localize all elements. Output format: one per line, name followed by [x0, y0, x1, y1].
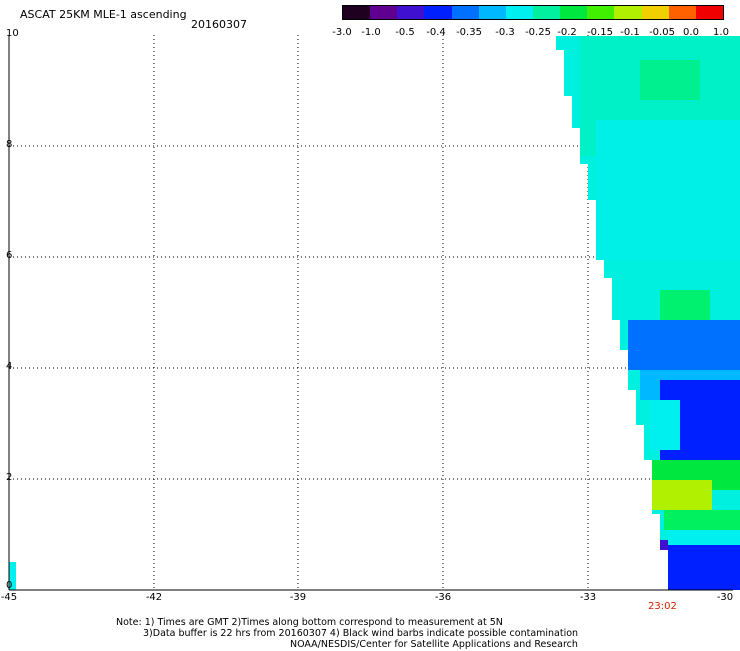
chart-title: ASCAT 25KM MLE-1 ascending — [20, 8, 187, 21]
swath-cell — [650, 400, 680, 450]
swath-cell — [628, 320, 740, 370]
swath-cell — [596, 120, 740, 260]
note-line: 3)Data buffer is 22 hrs from 20160307 4)… — [143, 628, 579, 639]
x-tick-label: -45 — [0, 592, 18, 603]
colorbar-segment — [505, 6, 534, 19]
swath-cell — [9, 562, 16, 590]
colorbar-segment — [668, 6, 697, 19]
colorbar-segment — [424, 6, 453, 19]
colorbar-tick-label: -0.05 — [649, 27, 675, 38]
colorbar-tick-label: 1.0 — [713, 27, 729, 38]
swath-cell — [664, 510, 740, 530]
x-tick-label: -36 — [434, 592, 452, 603]
colorbar-tick-label: -0.2 — [557, 27, 577, 38]
colorbar-tick-label: -0.35 — [456, 27, 482, 38]
colorbar-segment — [533, 6, 562, 19]
note-line: Note: 1) Times are GMT 2)Times along bot… — [116, 617, 503, 628]
colorbar-segment — [451, 6, 480, 19]
colorbar-segment — [397, 6, 426, 19]
colorbar-tick-label: 0.0 — [683, 27, 699, 38]
colorbar-tick-label: -3.0 — [332, 27, 352, 38]
x-tick-label: -30 — [716, 592, 734, 603]
pass-time-label: 23:02 — [648, 601, 677, 612]
swath-cell — [668, 530, 740, 548]
colorbar-segment — [695, 6, 723, 19]
swath-cell — [640, 60, 700, 100]
y-tick-label: 0 — [6, 580, 13, 591]
colorbar-tick-label: -0.3 — [495, 27, 515, 38]
x-tick-label: -39 — [289, 592, 307, 603]
x-tick-label: -33 — [579, 592, 597, 603]
y-tick-label: 2 — [6, 472, 13, 483]
colorbar-tick-label: -0.1 — [620, 27, 640, 38]
y-tick-label: 8 — [6, 139, 13, 150]
x-tick-label: -42 — [145, 592, 163, 603]
colorbar-segment — [587, 6, 616, 19]
colorbar-segment — [614, 6, 643, 19]
colorbar-tick-label: -0.4 — [426, 27, 446, 38]
colorbar-segment — [370, 6, 399, 19]
y-tick-label: 6 — [6, 250, 13, 261]
credit-line: NOAA/NESDIS/Center for Satellite Applica… — [290, 639, 578, 650]
colorbar-segment — [560, 6, 589, 19]
y-tick-label: 10 — [6, 28, 19, 39]
colorbar-segment — [641, 6, 670, 19]
date-label: 20160307 — [191, 18, 247, 31]
colorbar-tick-label: -0.5 — [395, 27, 415, 38]
colorbar-tick-label: -1.0 — [361, 27, 381, 38]
colorbar-tick-label: -0.25 — [525, 27, 551, 38]
colorbar-segment — [478, 6, 507, 19]
scatterometer-swath — [9, 36, 740, 590]
colorbar-segment — [343, 6, 372, 19]
swath-cell — [652, 480, 712, 510]
swath-cell — [668, 545, 740, 590]
swath-cell — [660, 540, 668, 550]
y-tick-label: 4 — [6, 361, 13, 372]
colorbar-tick-label: -0.15 — [587, 27, 613, 38]
colorbar — [342, 5, 724, 20]
